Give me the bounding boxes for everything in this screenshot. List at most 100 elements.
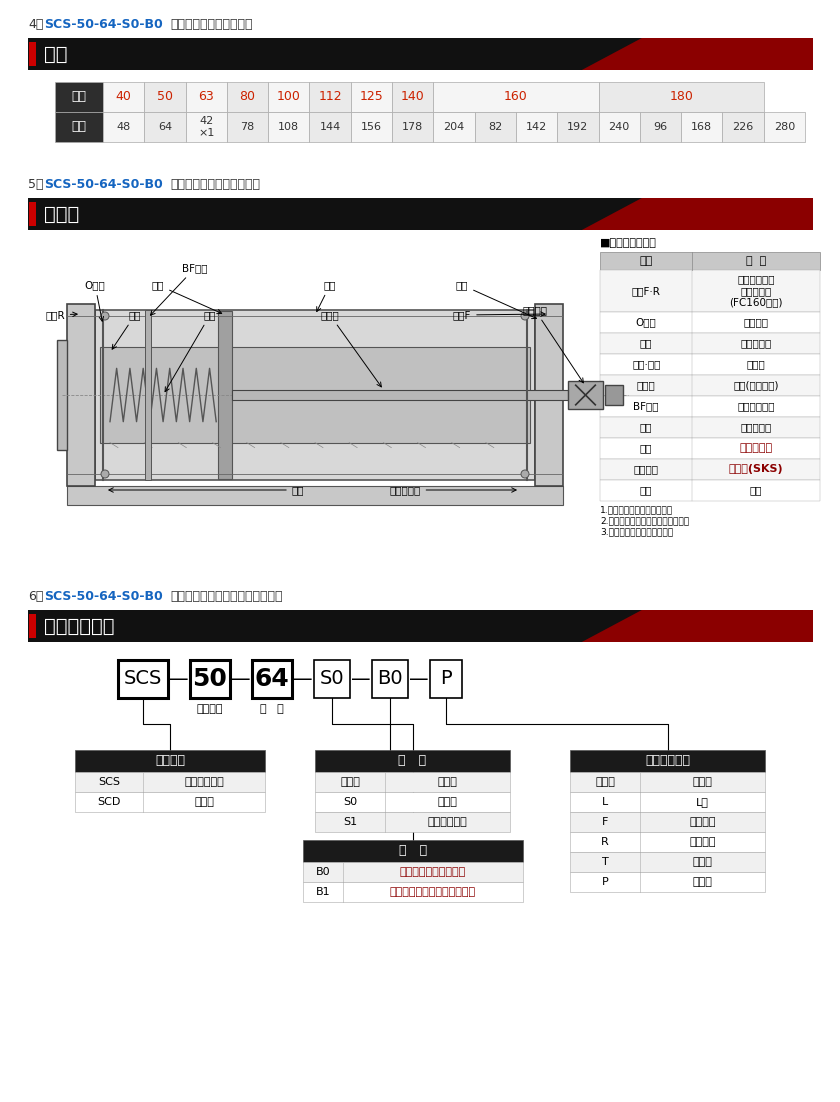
Polygon shape xyxy=(482,198,642,230)
Bar xyxy=(570,852,765,872)
Text: 双动型: 双动型 xyxy=(194,797,214,807)
Text: 活塞: 活塞 xyxy=(640,338,653,348)
Text: S0: S0 xyxy=(320,670,344,689)
Text: F: F xyxy=(602,817,608,826)
Bar xyxy=(764,112,805,142)
Text: B0: B0 xyxy=(316,867,330,877)
Text: 3.押压铸件零部件经涂装处理: 3.押压铸件零部件经涂装处理 xyxy=(600,527,673,536)
Text: 型号表示方法: 型号表示方法 xyxy=(44,616,114,636)
Text: 125: 125 xyxy=(360,90,383,104)
Text: 2.无指示的钢制零部件经镰阖鑤处理: 2.无指示的钢制零部件经镰阖鑤处理 xyxy=(600,516,689,525)
Bar xyxy=(144,310,151,480)
Text: 后凸缘型: 后凸缘型 xyxy=(690,838,716,847)
Bar xyxy=(557,112,599,142)
Text: R: R xyxy=(601,838,609,847)
Text: 80: 80 xyxy=(239,90,255,104)
Bar xyxy=(600,333,820,354)
Text: BF隔膜: BF隔膜 xyxy=(633,401,659,411)
Bar xyxy=(568,381,603,409)
Text: 动作型式: 动作型式 xyxy=(155,755,185,767)
Text: 双动时: 双动时 xyxy=(438,777,458,787)
Text: 拉杆: 拉杆 xyxy=(640,486,653,496)
Bar xyxy=(600,270,820,312)
Circle shape xyxy=(101,469,109,478)
Bar xyxy=(600,252,820,270)
Bar xyxy=(268,82,309,112)
Text: B1: B1 xyxy=(316,887,330,897)
Text: 藤仓标准气缸产品尺寸：: 藤仓标准气缸产品尺寸： xyxy=(170,18,253,31)
Bar xyxy=(28,611,813,642)
Bar xyxy=(75,792,265,812)
Bar xyxy=(67,304,95,486)
Text: 藤仓标准气缸产品型号表示方法：: 藤仓标准气缸产品型号表示方法： xyxy=(170,590,282,603)
Text: 64: 64 xyxy=(158,122,172,132)
Bar xyxy=(722,112,764,142)
Text: 冲   程: 冲 程 xyxy=(260,704,284,714)
Bar xyxy=(562,37,813,71)
Text: 材  料: 材 料 xyxy=(746,256,766,266)
Bar xyxy=(315,750,510,773)
Text: SCD: SCD xyxy=(97,797,121,807)
Bar xyxy=(351,112,392,142)
Bar xyxy=(232,390,568,400)
Bar xyxy=(309,82,351,112)
Text: 轴承: 轴承 xyxy=(640,443,653,454)
Polygon shape xyxy=(482,611,642,642)
Polygon shape xyxy=(672,37,813,71)
Text: 6、: 6、 xyxy=(28,590,44,603)
Circle shape xyxy=(521,312,529,320)
Circle shape xyxy=(101,312,109,320)
Text: 204: 204 xyxy=(444,122,465,132)
Bar xyxy=(144,82,186,112)
Bar xyxy=(218,311,232,479)
Text: 63: 63 xyxy=(198,90,214,104)
Text: 226: 226 xyxy=(732,122,753,132)
Bar xyxy=(55,112,103,142)
Bar xyxy=(190,660,230,698)
Text: 弹   簧: 弹 簧 xyxy=(398,755,427,767)
Bar xyxy=(562,611,813,642)
Polygon shape xyxy=(672,198,813,230)
Text: 孔止轮毂: 孔止轮毂 xyxy=(522,305,583,382)
Text: —: — xyxy=(409,670,428,689)
Text: 柄轴型: 柄轴型 xyxy=(693,877,712,887)
Text: 气缸·衷套: 气缸·衷套 xyxy=(632,359,660,369)
Bar xyxy=(570,832,765,852)
Bar xyxy=(600,480,820,501)
Bar xyxy=(144,112,186,142)
Bar xyxy=(516,112,557,142)
Bar xyxy=(252,660,292,698)
Text: 轴   承: 轴 承 xyxy=(399,844,427,857)
Bar xyxy=(600,417,820,437)
Bar xyxy=(570,872,765,892)
Bar xyxy=(186,82,227,112)
Bar xyxy=(570,792,765,812)
Text: SCS-50-64-S0-B0: SCS-50-64-S0-B0 xyxy=(44,179,163,191)
Text: 4、: 4、 xyxy=(28,18,44,31)
Text: S1: S1 xyxy=(343,817,357,826)
Text: 拉杆: 拉杆 xyxy=(109,485,304,495)
Text: 线性球轴承，两侧带有密封件: 线性球轴承，两侧带有密封件 xyxy=(390,887,476,897)
Bar xyxy=(303,840,523,862)
Text: 名称: 名称 xyxy=(639,256,653,266)
Text: 64: 64 xyxy=(255,667,289,691)
Text: 180: 180 xyxy=(669,90,693,104)
Bar xyxy=(600,375,820,396)
Text: 线性球轴承，无密封件: 线性球轴承，无密封件 xyxy=(400,867,466,877)
Text: 单动式推出型: 单动式推出型 xyxy=(184,777,224,787)
Text: 弹簧: 弹簧 xyxy=(165,310,216,391)
Bar xyxy=(55,82,103,112)
Bar xyxy=(640,112,681,142)
Text: S0: S0 xyxy=(343,797,357,807)
Text: 工具钙(SKS): 工具钙(SKS) xyxy=(729,465,784,475)
Text: 活塞杆: 活塞杆 xyxy=(637,380,655,390)
Text: 48: 48 xyxy=(117,122,131,132)
Text: ■主要零部件材料: ■主要零部件材料 xyxy=(600,238,657,248)
Text: 活塞杆: 活塞杆 xyxy=(321,310,381,387)
Text: —: — xyxy=(169,670,189,689)
Bar xyxy=(681,112,722,142)
Text: 无符号: 无符号 xyxy=(596,777,615,787)
Bar xyxy=(29,614,36,638)
Text: P: P xyxy=(440,670,452,689)
Bar xyxy=(392,112,433,142)
